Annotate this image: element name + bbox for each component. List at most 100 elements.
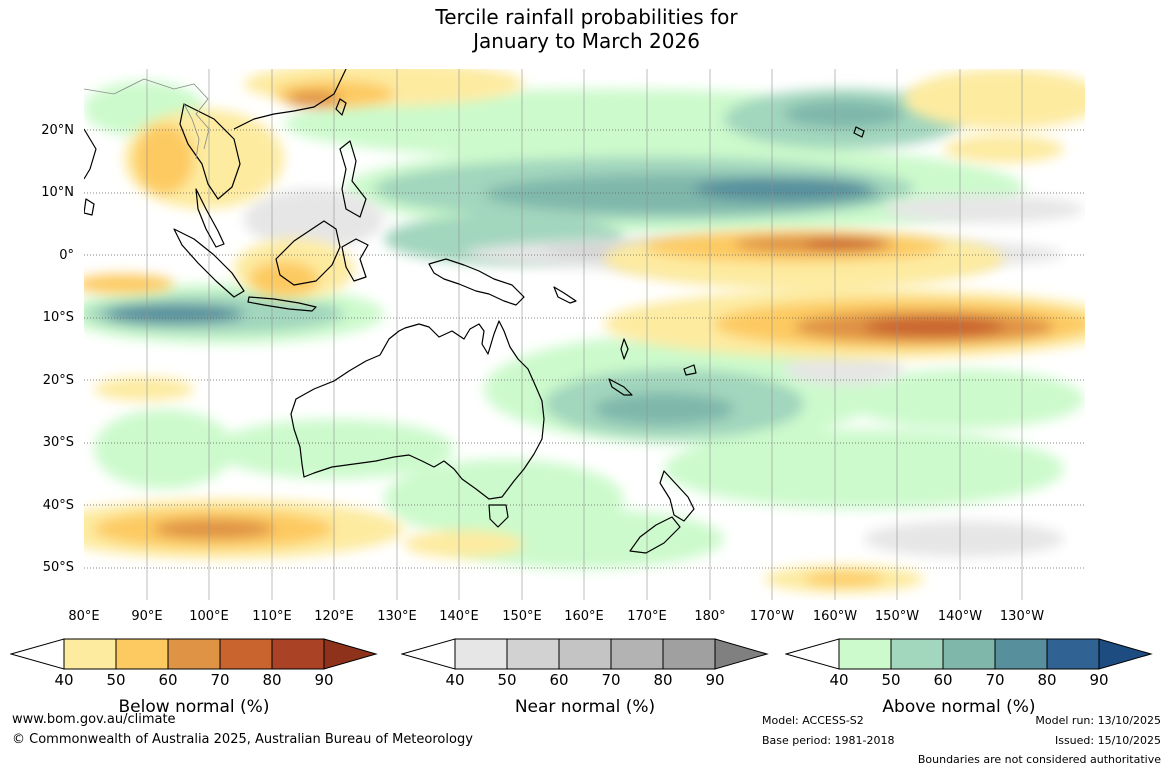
above-normal-swatch-70-80 — [994, 638, 1048, 670]
indochina-coastline — [179, 103, 241, 200]
model-name: Model: ACCESS-S2 — [762, 714, 864, 727]
philippines-coastline — [339, 140, 367, 218]
lon-label-150e: 150°E — [502, 609, 542, 624]
website-link[interactable]: www.bom.gov.au/climate — [12, 712, 176, 727]
taiwan-coastline — [335, 98, 347, 116]
near-normal-swatch-under — [401, 638, 456, 670]
new-guinea-coastline — [428, 258, 525, 306]
lat-label-0: 0° — [59, 248, 74, 263]
model-run-date: Model run: 13/10/2025 — [1035, 714, 1161, 727]
above-normal-regions — [84, 81, 1084, 569]
graticule — [84, 129, 1085, 569]
near-normal-swatch-80-90 — [662, 638, 716, 670]
lat-label-10n: 10°N — [41, 185, 74, 200]
meridians — [146, 69, 1023, 600]
below-normal-swatch-70-80 — [219, 638, 273, 670]
fiji-coastline — [683, 364, 697, 376]
sumatra-coastline — [173, 228, 245, 298]
boundaries-disclaimer: Boundaries are not considered authoritat… — [917, 753, 1161, 766]
lon-label-140e: 140°E — [439, 609, 479, 624]
india-coastline — [84, 128, 97, 180]
australia-coastline — [290, 320, 545, 500]
lon-label-110e: 110°E — [252, 609, 292, 624]
above-normal-tick-50: 50 — [881, 671, 901, 689]
near-normal-tick-70: 70 — [601, 671, 621, 689]
above-normal-tick-40: 40 — [829, 671, 849, 689]
new-caledonia-coastline — [608, 378, 633, 396]
new-zealand-north-coastline — [659, 470, 695, 522]
near-normal-tick-50: 50 — [497, 671, 517, 689]
below-normal-tick-50: 50 — [106, 671, 126, 689]
lon-label-130e: 130°E — [377, 609, 417, 624]
below-normal-swatch-over — [323, 638, 378, 670]
lon-label-80e: 80°E — [68, 609, 100, 624]
near-normal-colorbar — [401, 638, 769, 670]
above-normal-swatch-under — [785, 638, 840, 670]
lat-label-30s: 30°S — [42, 435, 74, 450]
above-normal-swatch-40-50 — [838, 638, 892, 670]
new-zealand-south-coastline — [629, 516, 681, 554]
above-normal-tick-70: 70 — [985, 671, 1005, 689]
above-normal-tick-90: 90 — [1089, 671, 1109, 689]
below-normal-tick-60: 60 — [158, 671, 178, 689]
near-normal-swatch-70-80 — [610, 638, 664, 670]
lat-label-40s: 40°S — [42, 498, 74, 513]
near-normal-swatch-50-60 — [506, 638, 560, 670]
near-normal-tick-90: 90 — [705, 671, 725, 689]
map-title-line1: Tercile rainfall probabilities for — [435, 5, 738, 29]
lon-label-120e: 120°E — [314, 609, 354, 624]
base-period: Base period: 1981-2018 — [762, 734, 895, 747]
below-normal-swatch-50-60 — [115, 638, 169, 670]
above-normal-legend-title: Above normal (%) — [882, 697, 1036, 717]
map-title-line2: January to March 2026 — [473, 29, 700, 53]
above-normal-tick-60: 60 — [933, 671, 953, 689]
lon-label-130w: 130°W — [999, 609, 1045, 624]
china-coastline — [233, 69, 347, 130]
below-normal-swatch-80-90 — [271, 638, 325, 670]
lon-label-100e: 100°E — [189, 609, 229, 624]
near-normal-tick-40: 40 — [445, 671, 465, 689]
lat-label-20s: 20°S — [42, 373, 74, 388]
near-normal-swatch-over — [714, 638, 769, 670]
hawaii-coastline — [853, 126, 865, 138]
lat-label-10s: 10°S — [42, 310, 74, 325]
copyright-notice: © Commonwealth of Australia 2025, Austra… — [12, 732, 473, 747]
above-normal-swatch-60-70 — [942, 638, 996, 670]
country-borders — [84, 78, 210, 160]
below-normal-swatch-under — [10, 638, 65, 670]
below-normal-colorbar — [10, 638, 378, 670]
sulawesi-coastline — [341, 238, 369, 282]
above-normal-swatch-80-90 — [1046, 638, 1100, 670]
above-normal-swatch-50-60 — [890, 638, 944, 670]
forecast-map-svg — [84, 69, 1085, 600]
lon-label-160e: 160°E — [564, 609, 604, 624]
vanuatu-coastline — [620, 338, 629, 360]
lat-label-50s: 50°S — [42, 560, 74, 575]
above-normal-tick-80: 80 — [1037, 671, 1057, 689]
forecast-map — [84, 69, 1085, 600]
below-normal-swatch-60-70 — [167, 638, 221, 670]
below-normal-tick-70: 70 — [210, 671, 230, 689]
above-normal-colorbar — [785, 638, 1153, 670]
coastlines — [84, 69, 865, 554]
lon-label-180: 180° — [694, 609, 726, 624]
sri-lanka-coastline — [84, 198, 95, 216]
lon-label-150w: 150°W — [874, 609, 920, 624]
near-normal-tick-80: 80 — [653, 671, 673, 689]
above-normal-swatch-over — [1098, 638, 1153, 670]
issued-date: Issued: 15/10/2025 — [1054, 734, 1161, 747]
near-normal-swatch-60-70 — [558, 638, 612, 670]
below-normal-legend-title: Below normal (%) — [118, 697, 270, 717]
solomon-islands-coastline — [553, 286, 577, 304]
lon-label-140w: 140°W — [937, 609, 983, 624]
malay-peninsula-coastline — [195, 188, 225, 248]
near-normal-tick-60: 60 — [549, 671, 569, 689]
below-normal-tick-80: 80 — [262, 671, 282, 689]
near-normal-swatch-40-50 — [454, 638, 508, 670]
tasmania-coastline — [488, 504, 509, 528]
lon-label-90e: 90°E — [131, 609, 163, 624]
lon-label-170w: 170°W — [749, 609, 795, 624]
lon-label-160w: 160°W — [812, 609, 858, 624]
borneo-coastline — [275, 220, 341, 286]
near-normal-legend-title: Near normal (%) — [514, 697, 656, 717]
